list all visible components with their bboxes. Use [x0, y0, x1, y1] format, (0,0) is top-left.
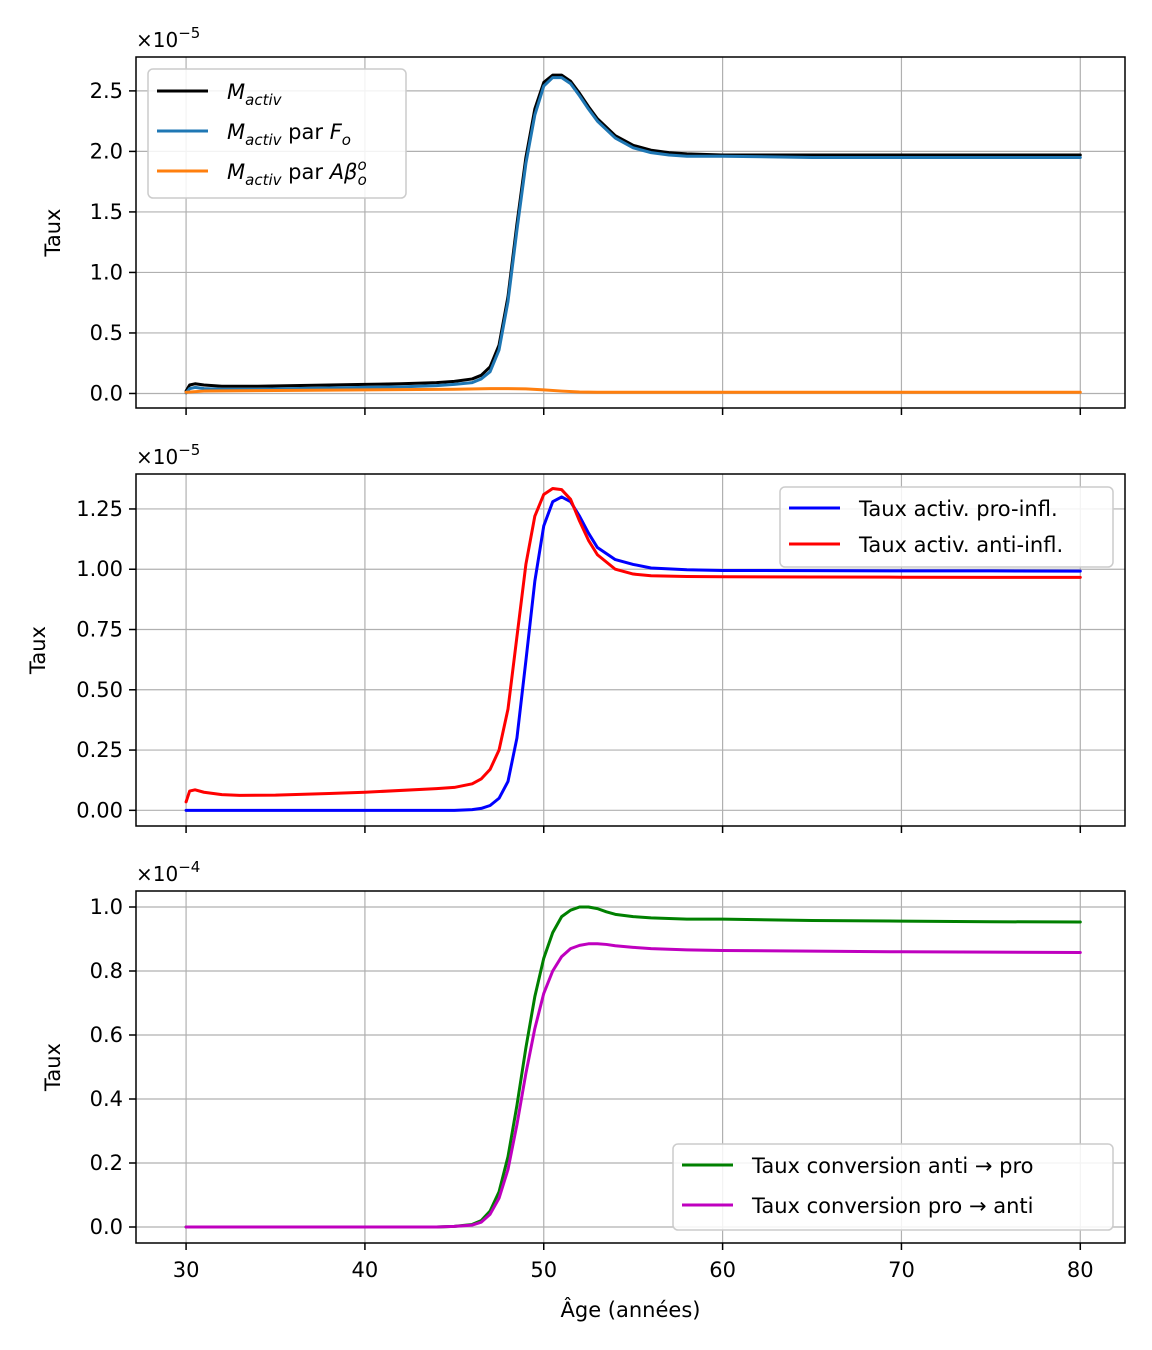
legend: Taux activ. pro-infl. Taux activ. anti-in… — [779, 486, 1114, 568]
axis-offset-text: ×10−4 — [136, 858, 200, 886]
x-tick-label: 80 — [1067, 1258, 1094, 1282]
legend-box — [779, 486, 1114, 568]
y-tick-label: 1.00 — [76, 557, 123, 581]
y-tick-label: 0.8 — [90, 959, 123, 983]
legend-label-1: Taux conversion anti → pro — [751, 1154, 1033, 1178]
series-line-2 — [184, 486, 1082, 804]
y-tick-label: 0.6 — [90, 1023, 123, 1047]
y-tick-label: 0.2 — [90, 1151, 123, 1175]
legend: Mactiv Mactiv par Fo Mactiv par Aβo o — [147, 68, 407, 199]
axes-frame — [135, 890, 1126, 1244]
chart-panel-2: 0.00 0.25 0.50 0.75 1.00 1.25 ×10−5 Taux Taux ac… — [26, 441, 1126, 833]
series-line-2 — [184, 76, 1082, 395]
y-tick-label: 1.0 — [90, 895, 123, 919]
x-axis-label: Âge (années) — [561, 1297, 701, 1322]
y-tick-label: 2.5 — [90, 79, 123, 103]
series-line-1 — [184, 495, 1082, 812]
y-axis-label: Taux — [26, 626, 50, 675]
legend-label-2: Taux conversion pro → anti — [751, 1194, 1033, 1218]
y-tick-label: 1.0 — [90, 260, 123, 284]
x-tick-label: 60 — [709, 1258, 736, 1282]
y-tick-label: 0.0 — [90, 381, 123, 405]
x-tick-label: 70 — [888, 1258, 915, 1282]
chart-panel-1: 0.0 0.5 1.0 1.5 2.0 2.5 ×10−5 Taux Mactiv Mactiv … — [41, 24, 1126, 415]
y-axis-label: Taux — [41, 1043, 65, 1092]
x-tick-label: 50 — [530, 1258, 557, 1282]
legend-label-1: Taux activ. pro-infl. — [858, 497, 1058, 521]
x-tick-label: 40 — [352, 1258, 379, 1282]
y-tick-label: 2.0 — [90, 139, 123, 163]
axes-frame — [135, 56, 1126, 409]
legend-box — [147, 68, 407, 199]
y-axis-label: Taux — [41, 209, 65, 258]
series-line-2 — [184, 942, 1082, 1229]
y-tick-label: 0.25 — [76, 738, 123, 762]
legend-label-2: Mactiv par Fo — [227, 120, 351, 149]
y-tick-label: 0.5 — [90, 321, 123, 345]
legend: Taux conversion anti → pro Taux conversio… — [672, 1143, 1114, 1231]
y-tick-label: 0.50 — [76, 678, 123, 702]
legend-label-1: Mactiv — [227, 80, 283, 109]
y-tick-label: 0.0 — [90, 1215, 123, 1239]
axis-offset-text: ×10−5 — [136, 441, 200, 469]
legend-label-3: Mactiv par Aβo o — [227, 156, 367, 189]
chart-panel-3: 30 40 50 60 70 80 0.0 0.2 0.4 0.6 0.8 1.0 ×10−4 Taux Â… — [41, 858, 1126, 1322]
y-tick-label: 0.00 — [76, 798, 123, 822]
y-tick-label: 0.75 — [76, 618, 123, 642]
y-tick-label: 1.5 — [90, 200, 123, 224]
axis-offset-text: ×10−5 — [136, 24, 200, 52]
legend-box — [672, 1143, 1114, 1231]
x-tick-label: 30 — [173, 1258, 200, 1282]
y-tick-label: 0.4 — [90, 1087, 123, 1111]
y-tick-label: 1.25 — [76, 497, 123, 521]
series-line-3 — [184, 387, 1082, 394]
axes-frame — [135, 473, 1126, 827]
legend-label-2: Taux activ. anti-infl. — [858, 533, 1063, 557]
